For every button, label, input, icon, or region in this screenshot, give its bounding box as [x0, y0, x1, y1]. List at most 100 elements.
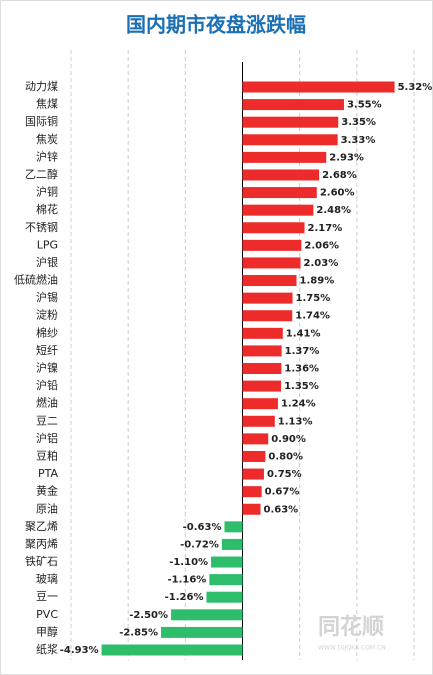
bar [242, 292, 293, 304]
category-label: 焦炭 [36, 133, 58, 146]
bar [242, 239, 302, 251]
category-label: 动力煤 [25, 80, 58, 93]
bar [209, 574, 243, 586]
category-label: 聚乙烯 [25, 520, 58, 533]
bar [242, 99, 344, 111]
watermark: 同花顺 [318, 614, 384, 640]
bar [242, 415, 275, 427]
bar [242, 398, 278, 410]
value-label: 1.75% [296, 293, 331, 304]
category-label: 甲醇 [36, 624, 58, 638]
bar [242, 363, 282, 374]
category-label: 乙二醇 [25, 167, 58, 181]
bar [242, 187, 317, 199]
bar [242, 204, 314, 216]
chart-title: 国内期市夜盘涨跌幅 [126, 13, 306, 37]
value-label: -1.16% [167, 575, 206, 586]
category-label: 国际铜 [25, 114, 58, 128]
value-label: 2.48% [316, 205, 351, 216]
watermark-url: WWW.10JQKA.COM.CN [318, 645, 386, 652]
value-label: 1.24% [281, 399, 316, 410]
category-label: 铁矿石 [25, 555, 58, 568]
value-label: 2.03% [304, 258, 339, 269]
bar [242, 134, 338, 146]
value-label: 3.33% [341, 135, 376, 146]
value-label: 1.37% [285, 346, 320, 357]
category-label: LPG [37, 238, 58, 251]
category-label: 棉纱 [36, 325, 58, 339]
bar [242, 151, 327, 163]
bar [242, 486, 262, 498]
category-label: 原油 [36, 501, 58, 515]
category-label: 沪锡 [36, 290, 58, 304]
value-label: -2.50% [129, 610, 168, 621]
bar [242, 380, 282, 392]
bar [221, 538, 243, 550]
value-label: 1.74% [295, 311, 330, 322]
bar [242, 257, 301, 269]
category-label: PVC [36, 608, 58, 621]
category-label: 玻璃 [36, 572, 58, 586]
bar [161, 626, 243, 638]
value-label: 2.17% [308, 223, 343, 234]
bar [224, 521, 243, 533]
bar [206, 591, 243, 603]
category-label: 沪铅 [36, 378, 58, 392]
value-label: 2.06% [304, 240, 339, 251]
category-label: 豆一 [36, 590, 58, 603]
bar [242, 468, 264, 480]
category-label: 不锈钢 [25, 221, 58, 234]
category-label: 豆粕 [36, 448, 58, 462]
value-label: 1.35% [284, 381, 319, 392]
bar [101, 644, 243, 656]
value-label: -4.93% [60, 645, 99, 656]
category-label: 沪镍 [36, 361, 58, 375]
bar [242, 222, 305, 234]
value-label: 5.32% [398, 82, 433, 93]
category-label: 焦煤 [36, 98, 58, 111]
category-label: 沪铜 [36, 185, 58, 199]
value-label: -2.85% [119, 627, 158, 638]
value-label: -1.26% [165, 592, 204, 603]
value-label: 2.93% [329, 152, 364, 163]
bar [242, 169, 320, 181]
value-label: 0.75% [267, 469, 302, 480]
value-label: 1.13% [278, 416, 313, 427]
category-label: 沪锌 [36, 149, 58, 163]
bar [242, 433, 269, 445]
value-label: -0.63% [183, 522, 222, 533]
value-label: 1.41% [286, 328, 321, 339]
bar [242, 116, 339, 128]
category-label: 棉花 [36, 202, 58, 216]
value-label: 3.35% [341, 117, 376, 128]
value-label: 0.90% [271, 434, 306, 445]
bar [242, 450, 266, 462]
value-label: 1.36% [284, 364, 319, 375]
bar [242, 81, 395, 93]
bar [242, 503, 261, 515]
value-label: 2.68% [322, 170, 357, 181]
category-label: 燃油 [36, 396, 58, 410]
value-label: -0.72% [180, 539, 219, 550]
category-label: 沪铝 [36, 431, 58, 445]
value-label: -1.10% [169, 557, 208, 568]
value-label: 0.67% [265, 487, 300, 498]
value-label: 3.55% [347, 100, 382, 111]
value-label: 1.89% [300, 276, 335, 287]
category-label: 纸浆 [36, 642, 58, 656]
category-label: 聚丙烯 [25, 537, 58, 550]
bar [171, 609, 243, 621]
category-label: PTA [38, 467, 58, 480]
value-label: 2.60% [320, 188, 355, 199]
category-label: 豆二 [36, 414, 58, 427]
bar [242, 275, 297, 287]
category-label: 黄金 [36, 484, 58, 498]
bar [242, 345, 282, 357]
category-label: 低硫燃油 [14, 273, 58, 287]
category-label: 短纤 [36, 343, 58, 357]
value-label: 0.63% [264, 504, 299, 515]
value-label: 0.80% [268, 451, 303, 462]
bar [242, 327, 283, 339]
category-label: 淀粉 [36, 308, 58, 322]
